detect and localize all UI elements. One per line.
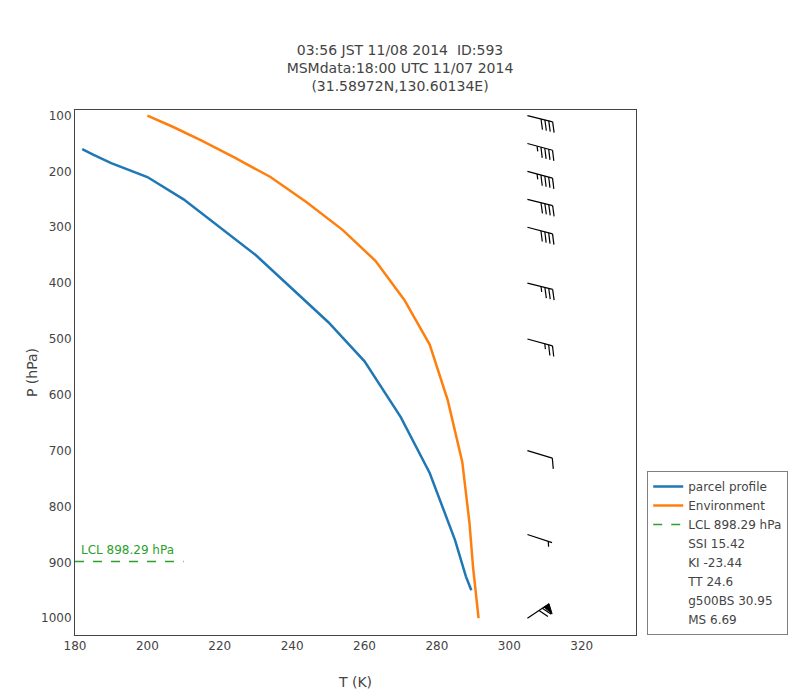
- svg-text:200: 200: [49, 165, 72, 179]
- svg-text:parcel profile: parcel profile: [688, 480, 767, 494]
- svg-text:400: 400: [49, 276, 72, 290]
- svg-text:g500BS 30.95: g500BS 30.95: [688, 594, 772, 608]
- svg-text:500: 500: [49, 332, 72, 346]
- svg-text:220: 220: [208, 639, 231, 653]
- svg-text:200: 200: [136, 639, 159, 653]
- svg-text:MS 6.69: MS 6.69: [688, 613, 737, 627]
- svg-text:900: 900: [49, 556, 72, 570]
- svg-text:Environment: Environment: [688, 499, 765, 513]
- svg-text:300: 300: [498, 639, 521, 653]
- svg-text:03:56 JST 11/08 2014 ID:593MS: 03:56 JST 11/08 2014 ID:593MSMdata:18:00…: [287, 42, 514, 94]
- svg-text:TT 24.6: TT 24.6: [687, 575, 733, 589]
- svg-text:1000: 1000: [41, 611, 72, 625]
- svg-text:180: 180: [64, 639, 87, 653]
- svg-text:600: 600: [49, 388, 72, 402]
- svg-text:100: 100: [49, 109, 72, 123]
- svg-text:300: 300: [49, 220, 72, 234]
- svg-text:320: 320: [570, 639, 593, 653]
- svg-text:LCL 898.29 hPa: LCL 898.29 hPa: [81, 543, 174, 557]
- svg-text:P (hPa): P (hPa): [24, 348, 40, 397]
- svg-text:T (K): T (K): [338, 674, 372, 690]
- svg-text:LCL 898.29 hPa: LCL 898.29 hPa: [688, 518, 781, 532]
- svg-text:260: 260: [353, 639, 376, 653]
- svg-text:700: 700: [49, 444, 72, 458]
- svg-text:SSI 15.42: SSI 15.42: [688, 537, 745, 551]
- svg-text:800: 800: [49, 500, 72, 514]
- svg-text:KI -23.44: KI -23.44: [688, 556, 742, 570]
- svg-text:280: 280: [425, 639, 448, 653]
- svg-text:240: 240: [281, 639, 304, 653]
